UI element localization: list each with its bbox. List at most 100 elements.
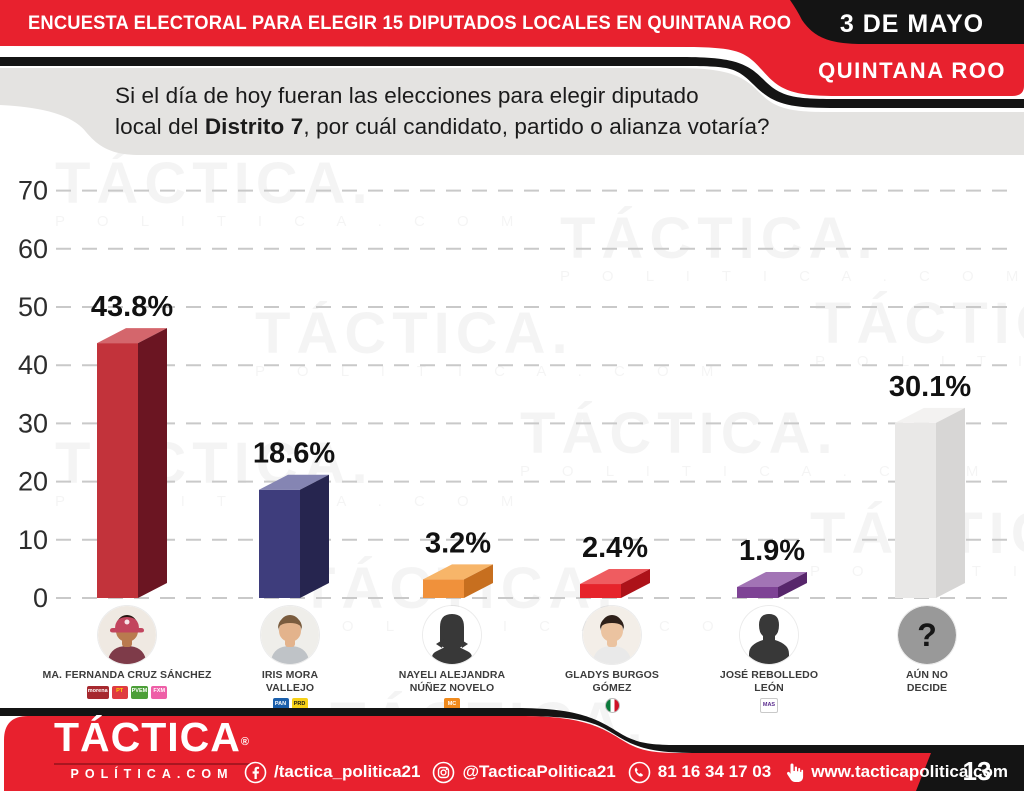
- bar-3d: [97, 328, 167, 598]
- facebook-handle: /tactica_politica21: [274, 762, 421, 781]
- bar-front-face: [737, 586, 778, 598]
- question-line2-suffix: , por cuál candidato, partido o alianza …: [303, 114, 770, 139]
- bar-value-label: 3.2%: [425, 527, 491, 559]
- party-logo-row: MC: [364, 698, 540, 712]
- candidate-avatar: [423, 606, 481, 664]
- bar-front-face: [895, 422, 936, 598]
- candidate-cell: ? AÚN NO DECIDE: [839, 606, 1015, 694]
- bar-side-face: [621, 569, 650, 598]
- party-logo-mas: MAS: [760, 698, 778, 713]
- bar-side-face: [300, 474, 329, 598]
- candidate-cell: JOSÉ REBOLLEDO LEÓN MAS: [681, 606, 857, 713]
- bar-front-face: [259, 489, 300, 598]
- party-logo-row: [524, 698, 700, 713]
- bar-3d: [737, 571, 807, 598]
- date-badge: 3 DE MAYO: [839, 10, 985, 38]
- region-label: QUINTANA ROO: [818, 58, 1006, 83]
- female-silhouette-icon: [423, 606, 481, 664]
- candidate-avatar: [261, 606, 319, 664]
- party-logo-pan: PAN: [272, 698, 289, 711]
- instagram-item: @TacticaPolitica21: [432, 761, 616, 784]
- question-line1: Si el día de hoy fueran las elecciones p…: [115, 83, 699, 108]
- party-logo-pri: [604, 698, 620, 713]
- footer-graphic: [0, 708, 1024, 791]
- y-tick-label: 60: [18, 234, 48, 264]
- page-number: 13: [962, 756, 992, 786]
- party-logo-row: PAN PRD: [202, 698, 378, 712]
- bar-value-label: 1.9%: [739, 535, 805, 567]
- candidate-photo: [98, 606, 156, 664]
- bar-3d: [259, 474, 329, 598]
- footer-swoosh-stripe: [0, 708, 1024, 753]
- party-logo-fxm: FXM: [151, 685, 168, 699]
- instagram-handle: @TacticaPolitica21: [462, 762, 616, 781]
- bar-front-face: [580, 584, 621, 598]
- candidate-avatar: [98, 606, 156, 664]
- candidate-avatar: [583, 606, 641, 664]
- bar-chart: 0 10 20 30 40 50 60 70 43.8% 18.6% 3.2% 2.4% 1.9% 30.…: [18, 176, 1014, 610]
- candidate-name: MA. FERNANDA CRUZ SÁNCHEZ: [42, 669, 212, 681]
- party-logo-morena: morena: [86, 685, 109, 699]
- footer-social-row: /tactica_politica21 @TacticaPolitica21 8…: [244, 752, 1008, 791]
- phone-number: 81 16 34 17 03: [657, 762, 772, 781]
- candidate-cell: IRIS MORA VALLEJO PAN PRD: [202, 606, 378, 712]
- y-tick-label: 70: [18, 176, 48, 206]
- website-url: www.tacticapolitica.com: [811, 762, 1009, 781]
- y-tick-label: 30: [18, 408, 48, 438]
- brand-logo: TÁCTICA® POLÍTICA.COM: [52, 716, 252, 781]
- question-mark-icon: ?: [898, 606, 956, 664]
- party-logo-movimiento-ciudadano: MC: [444, 698, 460, 711]
- candidate-name: JOSÉ REBOLLEDO LEÓN: [719, 669, 819, 694]
- bar-side-face: [778, 571, 807, 598]
- party-logo-prd: PRD: [291, 698, 308, 711]
- bar-side-face: [936, 407, 965, 598]
- brand-name: TÁCTICA®: [53, 714, 251, 760]
- hand-pointer-icon: [787, 763, 804, 782]
- party-logo-pt: PT: [111, 685, 128, 699]
- brand-divider: [54, 763, 250, 765]
- candidate-cell: GLADYS BURGOS GÓMEZ: [524, 606, 700, 713]
- question-panel: [0, 68, 1024, 155]
- date-corner: [790, 0, 1024, 44]
- y-tick-label: 0: [33, 583, 48, 610]
- header-red-band: [0, 0, 1024, 96]
- footer-red-band: [4, 716, 1024, 791]
- facebook-item: /tactica_politica21: [244, 761, 420, 784]
- candidate-name: NAYELI ALEJANDRA NÚÑEZ NOVELO: [398, 669, 506, 694]
- header-banner-graphic: [0, 0, 1024, 155]
- bar-top-face: [737, 571, 807, 587]
- candidate-photo: [261, 606, 319, 664]
- question-text: Si el día de hoy fueran las elecciones p…: [115, 80, 915, 142]
- bar-top-face: [895, 407, 965, 423]
- website-item: www.tacticapolitica.com: [783, 761, 1008, 784]
- header-swoosh-stripe: [0, 57, 1024, 108]
- candidate-avatar: ?: [898, 606, 956, 664]
- party-logo-row: morena PT PVEM FXM: [39, 685, 215, 700]
- bar-side-face: [138, 328, 167, 598]
- candidate-cell: MA. FERNANDA CRUZ SÁNCHEZ morena PT PVEM FXM: [39, 606, 215, 700]
- y-tick-label: 20: [18, 467, 48, 497]
- bar-front-face: [97, 343, 138, 598]
- facebook-icon: [244, 761, 267, 783]
- bar-value-label: 43.8%: [91, 291, 173, 323]
- question-line2-prefix: local del: [115, 114, 205, 139]
- bar-value-label: 30.1%: [889, 371, 971, 403]
- candidate-photo: [583, 606, 641, 664]
- svg-text:?: ?: [917, 617, 937, 653]
- candidate-name: AÚN NO DECIDE: [905, 669, 948, 694]
- bar-top-face: [580, 569, 650, 585]
- question-district: Distrito 7: [204, 114, 304, 139]
- bar-3d: [423, 564, 493, 598]
- candidate-avatar: [740, 606, 798, 664]
- party-logo-pvem: PVEM: [130, 685, 149, 699]
- candidate-name: IRIS MORA VALLEJO: [261, 669, 319, 694]
- candidate-cell: NAYELI ALEJANDRA NÚÑEZ NOVELO MC: [364, 606, 540, 712]
- bar-3d: [895, 407, 965, 598]
- bar-side-face: [464, 564, 493, 598]
- bar-top-face: [423, 564, 493, 580]
- registered-mark: ®: [240, 736, 251, 748]
- footer-page-corner: [916, 753, 1024, 791]
- phone-item: 81 16 34 17 03: [628, 761, 771, 784]
- survey-title: ENCUESTA ELECTORAL PARA ELEGIR 15 DIPUTA…: [28, 12, 792, 34]
